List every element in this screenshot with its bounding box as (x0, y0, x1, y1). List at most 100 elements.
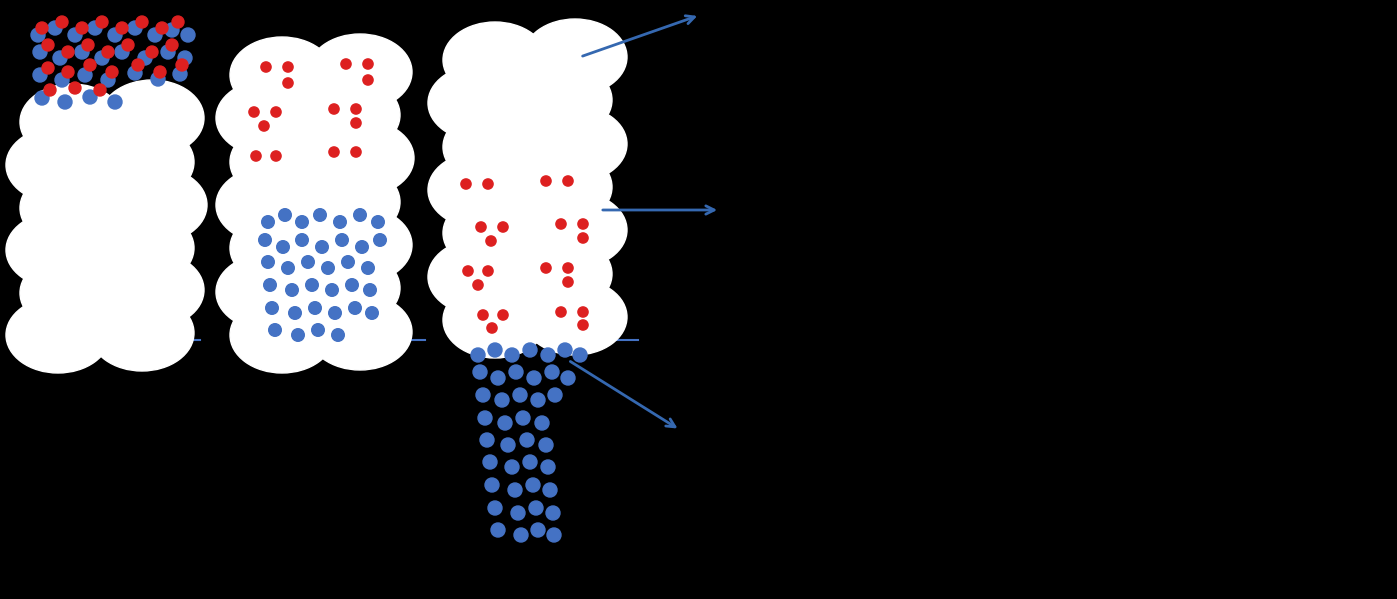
Circle shape (481, 433, 495, 447)
Ellipse shape (217, 167, 320, 243)
Circle shape (522, 343, 536, 357)
Circle shape (108, 95, 122, 109)
Circle shape (341, 59, 351, 69)
Circle shape (328, 147, 339, 157)
Circle shape (485, 478, 499, 492)
Circle shape (278, 208, 292, 221)
Circle shape (131, 59, 144, 71)
Ellipse shape (296, 164, 400, 240)
Ellipse shape (307, 34, 412, 110)
Circle shape (535, 416, 549, 430)
Circle shape (573, 348, 587, 362)
Circle shape (106, 66, 117, 78)
Circle shape (61, 46, 74, 58)
Circle shape (351, 118, 360, 128)
Circle shape (271, 107, 281, 117)
Ellipse shape (443, 195, 548, 271)
Circle shape (374, 234, 387, 246)
Circle shape (476, 388, 490, 402)
Ellipse shape (310, 120, 414, 196)
Circle shape (138, 51, 152, 65)
Circle shape (486, 236, 496, 246)
Circle shape (563, 263, 573, 273)
Ellipse shape (89, 210, 194, 286)
Circle shape (289, 307, 302, 319)
Circle shape (578, 219, 588, 229)
Circle shape (504, 348, 520, 362)
Circle shape (296, 216, 309, 228)
Circle shape (286, 284, 299, 297)
Circle shape (474, 280, 483, 290)
Circle shape (527, 371, 541, 385)
Ellipse shape (89, 295, 194, 371)
Circle shape (509, 483, 522, 497)
Circle shape (43, 84, 56, 96)
Ellipse shape (427, 152, 532, 228)
Ellipse shape (443, 282, 548, 358)
Circle shape (284, 62, 293, 72)
Circle shape (539, 438, 553, 452)
Circle shape (264, 279, 277, 291)
Circle shape (495, 393, 509, 407)
Circle shape (326, 284, 338, 297)
Ellipse shape (231, 124, 334, 200)
Circle shape (541, 460, 555, 474)
Ellipse shape (6, 297, 110, 373)
Circle shape (306, 279, 319, 291)
Circle shape (328, 307, 341, 319)
Circle shape (563, 176, 573, 186)
Circle shape (102, 46, 115, 58)
Circle shape (94, 84, 106, 96)
Circle shape (351, 104, 360, 114)
Circle shape (509, 365, 522, 379)
Circle shape (314, 208, 327, 221)
Circle shape (462, 266, 474, 276)
Circle shape (176, 59, 189, 71)
Circle shape (177, 51, 191, 65)
Circle shape (84, 59, 96, 71)
Circle shape (362, 262, 374, 274)
Circle shape (182, 28, 196, 42)
Ellipse shape (522, 279, 627, 355)
Circle shape (474, 365, 488, 379)
Circle shape (471, 348, 485, 362)
Circle shape (82, 39, 94, 51)
Ellipse shape (296, 77, 400, 153)
Circle shape (490, 523, 504, 537)
Circle shape (522, 455, 536, 469)
Circle shape (101, 73, 115, 87)
Circle shape (520, 433, 534, 447)
Circle shape (122, 39, 134, 51)
Circle shape (366, 307, 379, 319)
Ellipse shape (509, 62, 612, 138)
Circle shape (251, 151, 261, 161)
Circle shape (328, 104, 339, 114)
Circle shape (578, 233, 588, 243)
Circle shape (261, 256, 274, 268)
Circle shape (54, 73, 68, 87)
Circle shape (511, 506, 525, 520)
Circle shape (321, 262, 334, 274)
Circle shape (96, 16, 108, 28)
Circle shape (578, 320, 588, 330)
Circle shape (34, 68, 47, 82)
Circle shape (543, 483, 557, 497)
Circle shape (108, 28, 122, 42)
Circle shape (363, 75, 373, 85)
Ellipse shape (522, 192, 627, 268)
Circle shape (147, 46, 158, 58)
Ellipse shape (231, 297, 334, 373)
Circle shape (75, 22, 88, 34)
Circle shape (309, 302, 321, 314)
Circle shape (513, 388, 527, 402)
Circle shape (504, 460, 520, 474)
Circle shape (75, 45, 89, 59)
Ellipse shape (522, 19, 627, 95)
Circle shape (78, 68, 92, 82)
Circle shape (173, 67, 187, 81)
Circle shape (372, 216, 384, 228)
Circle shape (261, 62, 271, 72)
Circle shape (154, 66, 166, 78)
Circle shape (68, 82, 81, 94)
Circle shape (268, 323, 281, 336)
